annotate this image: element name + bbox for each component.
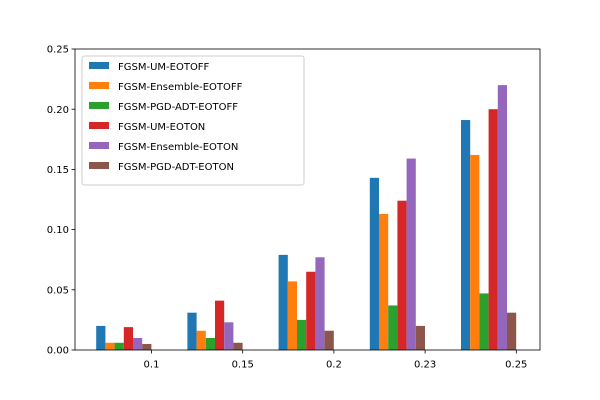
bar-fgsm-pgd-adt-eoton-0_25 (507, 312, 517, 350)
plot-frame (74, 48, 541, 351)
bar-fgsm-ensemble-eotoff-0_23 (379, 213, 389, 350)
x-tick-label: 0.23 (414, 360, 436, 371)
bar-fgsm-um-eoton-0_25 (488, 109, 498, 350)
legend-swatch (89, 162, 109, 169)
bar-fgsm-pgd-adt-eoton-0_15 (233, 342, 243, 350)
x-tick-label: 0.2 (326, 360, 342, 371)
bar-fgsm-ensemble-eoton-0_23 (406, 158, 416, 350)
bar-fgsm-pgd-adt-eoton-0_2 (324, 330, 334, 350)
legend-swatch (89, 62, 109, 69)
bar-fgsm-um-eotoff-0_2 (278, 254, 288, 350)
legend-label: FGSM-PGD-ADT-EOTOFF (118, 102, 238, 113)
y-tick-label: 0.25 (47, 45, 69, 56)
y-tick-label: 0.10 (47, 225, 69, 236)
legend-label: FGSM-Ensemble-EOTOFF (118, 82, 243, 93)
bar-fgsm-ensemble-eotoff-0_15 (196, 330, 206, 350)
legend-label: FGSM-PGD-ADT-EOTON (118, 162, 234, 173)
legend-swatch (89, 122, 109, 129)
bar-fgsm-um-eotoff-0_25 (461, 120, 471, 350)
y-tick-label: 0.20 (47, 105, 69, 116)
bar-fgsm-um-eoton-0_2 (306, 271, 316, 350)
bar-fgsm-um-eotoff-0_1 (96, 325, 106, 350)
legend-label: FGSM-UM-EOTOFF (118, 62, 210, 73)
y-tick-label: 0.05 (47, 285, 69, 296)
bar-fgsm-pgd-adt-eotoff-0_1 (114, 342, 124, 350)
x-tick-label: 0.25 (505, 360, 527, 371)
legend-swatch (89, 102, 109, 109)
bars-layer (96, 85, 517, 351)
y-tick-label: 0.00 (47, 346, 69, 357)
bar-fgsm-pgd-adt-eotoff-0_2 (297, 319, 307, 350)
bar-fgsm-um-eoton-0_23 (397, 200, 407, 350)
bar-fgsm-ensemble-eoton-0_15 (224, 322, 234, 350)
bar-fgsm-um-eotoff-0_15 (187, 312, 197, 350)
legend-label: FGSM-UM-EOTON (118, 122, 205, 133)
bar-fgsm-um-eotoff-0_23 (369, 177, 379, 350)
bar-fgsm-um-eoton-0_1 (123, 327, 133, 350)
y-tick-label: 0.15 (47, 165, 69, 176)
legend-box (81, 55, 305, 186)
legend-swatch (89, 142, 109, 149)
bar-fgsm-pgd-adt-eotoff-0_25 (479, 293, 489, 350)
x-tick-label: 0.15 (232, 360, 254, 371)
bar-fgsm-ensemble-eoton-0_25 (497, 85, 507, 351)
bar-fgsm-ensemble-eotoff-0_1 (105, 342, 115, 350)
bar-fgsm-um-eoton-0_15 (215, 300, 225, 350)
bar-fgsm-ensemble-eotoff-0_25 (470, 154, 480, 350)
axes: 0.00 0.05 0.10 0.15 0.20 0.25 0.1 0.15 0.2 0.23 0.… (47, 45, 541, 371)
legend: FGSM-UM-EOTOFF FGSM-Ensemble-EOTOFF FGSM-P… (81, 55, 305, 186)
bar-fgsm-pgd-adt-eotoff-0_15 (205, 337, 215, 350)
bar-fgsm-pgd-adt-eoton-0_1 (142, 343, 152, 350)
legend-swatch (89, 82, 109, 89)
bar-fgsm-pgd-adt-eotoff-0_23 (388, 305, 398, 350)
bar-fgsm-ensemble-eoton-0_2 (315, 257, 325, 350)
bar-fgsm-ensemble-eotoff-0_2 (287, 281, 297, 350)
legend-label: FGSM-Ensemble-EOTON (118, 142, 238, 153)
x-tick-label: 0.1 (144, 360, 160, 371)
bar-fgsm-pgd-adt-eoton-0_23 (415, 325, 425, 350)
bar-fgsm-ensemble-eoton-0_1 (133, 337, 143, 350)
